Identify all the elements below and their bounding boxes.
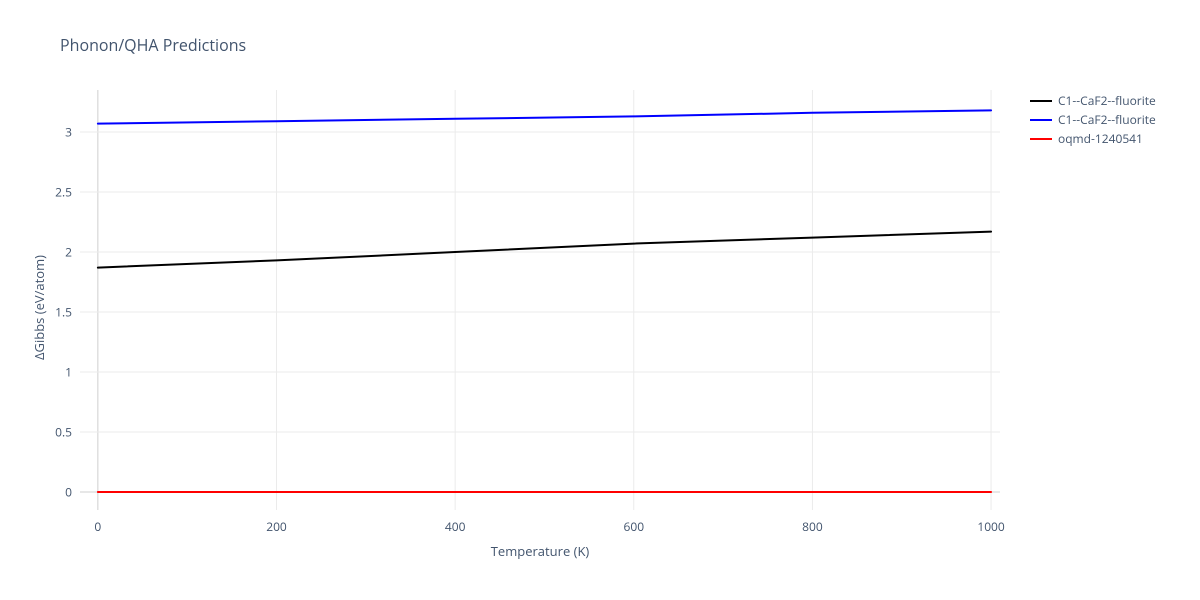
x-tick-label: 800 — [802, 518, 823, 535]
x-tick-label: 0 — [94, 518, 101, 535]
y-tick-label: 0 — [65, 484, 72, 501]
legend-swatch — [1030, 138, 1052, 140]
y-tick-label: 0.5 — [55, 424, 72, 441]
series-line[interactable] — [98, 110, 991, 123]
x-tick-label: 600 — [623, 518, 644, 535]
y-axis-label: ΔGibbs (eV/atom) — [30, 255, 48, 360]
series-line[interactable] — [98, 232, 991, 268]
y-tick-label: 3 — [65, 124, 72, 141]
x-tick-label: 1000 — [977, 518, 1004, 535]
legend-label: C1--CaF2--fluorite — [1058, 111, 1156, 128]
legend-item[interactable]: C1--CaF2--fluorite — [1030, 92, 1156, 109]
x-tick-label: 200 — [266, 518, 287, 535]
legend-item[interactable]: C1--CaF2--fluorite — [1030, 111, 1156, 128]
legend-swatch — [1030, 119, 1052, 121]
y-tick-label: 1.5 — [55, 304, 72, 321]
x-tick-label: 400 — [445, 518, 466, 535]
chart-plot-area — [0, 0, 1200, 600]
legend-swatch — [1030, 100, 1052, 102]
legend-label: C1--CaF2--fluorite — [1058, 92, 1156, 109]
y-tick-label: 2.5 — [55, 184, 72, 201]
legend-item[interactable]: oqmd-1240541 — [1030, 130, 1143, 147]
legend-label: oqmd-1240541 — [1058, 130, 1143, 147]
x-axis-label: Temperature (K) — [491, 542, 590, 560]
y-tick-label: 1 — [65, 364, 72, 381]
y-tick-label: 2 — [65, 244, 72, 261]
